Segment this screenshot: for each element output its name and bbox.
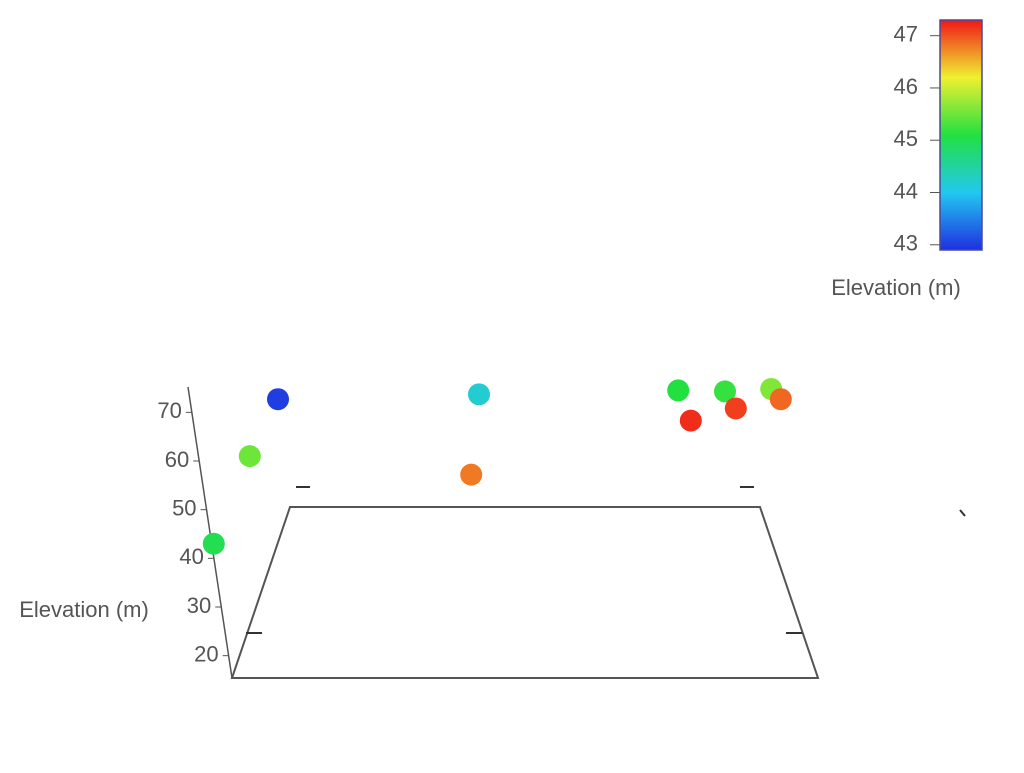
point — [769, 388, 792, 411]
colorbar-tick-label: 46 — [894, 74, 918, 99]
z-axis-title: Elevation (m) — [19, 597, 149, 622]
floor — [230, 506, 820, 679]
point — [724, 397, 747, 420]
z-tick-label: 20 — [194, 641, 218, 666]
z-tick-label: 50 — [172, 495, 196, 520]
point — [679, 409, 702, 432]
colorbar-title: Elevation (m) — [831, 275, 961, 300]
colorbar-tick-label: 47 — [894, 21, 918, 46]
z-tick-label: 30 — [187, 593, 211, 618]
colorbar — [939, 19, 983, 251]
colorbar-tick-label: 44 — [894, 178, 918, 203]
point — [202, 532, 225, 555]
z-tick-label: 40 — [179, 544, 203, 569]
point — [238, 445, 261, 468]
corner-ticks — [246, 486, 966, 634]
z-tick-label: 70 — [157, 398, 181, 423]
colorbar-tick-label: 45 — [894, 126, 918, 151]
colorbar-tick-label: 43 — [894, 231, 918, 256]
point — [267, 388, 289, 411]
point — [460, 463, 483, 486]
point — [667, 379, 690, 402]
z-axis-line — [187, 386, 233, 679]
point — [714, 380, 736, 403]
point — [468, 383, 490, 406]
z-tick-label: 60 — [165, 447, 189, 472]
